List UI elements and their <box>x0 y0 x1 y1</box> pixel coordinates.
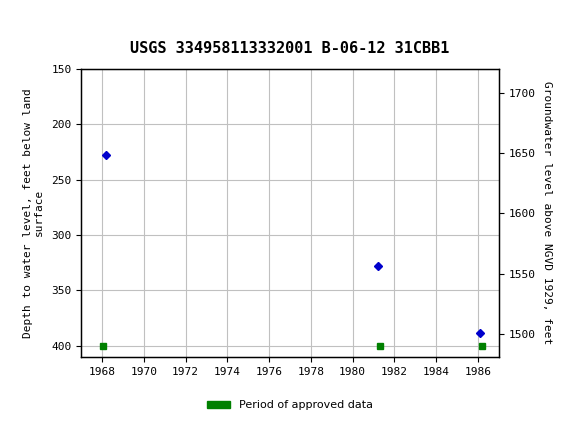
Y-axis label: Groundwater level above NGVD 1929, feet: Groundwater level above NGVD 1929, feet <box>542 81 553 344</box>
Text: USGS 334958113332001 B-06-12 31CBB1: USGS 334958113332001 B-06-12 31CBB1 <box>130 41 450 56</box>
Text: ≡USGS: ≡USGS <box>3 16 70 36</box>
Legend: Period of approved data: Period of approved data <box>203 396 377 415</box>
Y-axis label: Depth to water level, feet below land
surface: Depth to water level, feet below land su… <box>23 88 44 338</box>
